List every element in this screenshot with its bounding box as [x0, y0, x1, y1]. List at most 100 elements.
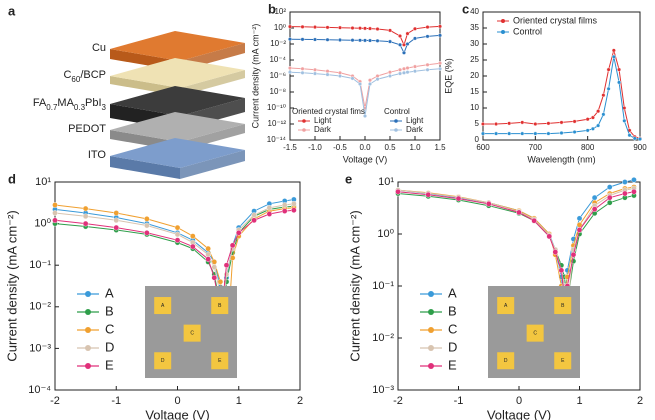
y-tick-label: 10⁻¹⁰: [267, 103, 286, 112]
data-point: [174, 237, 181, 243]
data-point: [288, 65, 293, 70]
y-tick-label: 10⁻¹⁴: [267, 135, 287, 144]
y-axis-label: EQE (%): [443, 58, 453, 94]
legend-label: Oriented crystal films: [513, 15, 598, 25]
y-tick-label: 5: [475, 119, 480, 128]
legend-marker: [85, 345, 91, 351]
legend-marker: [428, 309, 434, 315]
data-point: [576, 215, 583, 222]
y-tick-label: 10⁻²: [372, 332, 394, 344]
inset-label: A: [161, 303, 165, 309]
legend-marker: [501, 19, 505, 23]
y-tick-label: 20: [470, 71, 479, 80]
data-point: [300, 66, 305, 71]
data-point: [494, 131, 499, 136]
data-point: [402, 70, 407, 75]
data-point: [627, 133, 632, 138]
data-point: [405, 31, 410, 36]
layer: [110, 138, 245, 168]
inset-label: B: [218, 303, 222, 309]
layer-label-part: FA: [33, 97, 47, 109]
inset-label: D: [504, 358, 508, 364]
x-axis-label: Voltage (V): [145, 407, 209, 420]
y-tick-label: 0: [475, 135, 480, 144]
layer-label-part: MA: [57, 97, 74, 109]
data-point: [438, 66, 443, 71]
y-tick-label: 10⁻⁴: [28, 384, 51, 396]
data-point: [205, 256, 211, 262]
series-line: [397, 191, 635, 298]
data-point: [405, 65, 410, 70]
inset-label: A: [504, 303, 508, 309]
y-tick-label: 10: [470, 103, 479, 112]
x-tick-label: 0: [174, 395, 180, 407]
data-point: [350, 38, 355, 43]
data-point: [190, 233, 196, 239]
data-point: [363, 26, 368, 31]
data-point: [606, 67, 611, 72]
data-point: [552, 249, 559, 255]
data-point: [375, 77, 380, 82]
y-tick-label: 10⁰: [274, 23, 286, 32]
data-point: [531, 217, 537, 224]
data-point: [585, 128, 590, 133]
layer-label-part: 0.7: [46, 103, 58, 112]
legend-marker: [85, 327, 91, 333]
data-point: [325, 37, 330, 42]
data-point: [338, 37, 343, 42]
data-point: [507, 121, 512, 126]
data-point: [516, 209, 522, 216]
layer-label-part: ITO: [88, 149, 107, 161]
legend-label: A: [105, 285, 114, 300]
layer-side: [110, 156, 180, 179]
data-point: [174, 231, 181, 238]
data-point: [546, 131, 551, 136]
legend-marker: [85, 291, 91, 297]
data-point: [338, 73, 343, 78]
data-point: [395, 188, 401, 195]
data-point: [638, 137, 643, 142]
y-tick-label: 10¹: [378, 176, 394, 188]
data-point: [425, 191, 432, 198]
data-point: [405, 42, 410, 47]
x-tick-label: -1.5: [283, 143, 297, 152]
data-point: [398, 71, 403, 76]
legend-title: Oriented crystal fims: [292, 107, 365, 116]
data-point: [223, 262, 230, 269]
data-point: [82, 213, 89, 220]
legend-label: D: [105, 339, 114, 354]
x-tick-label: -2: [50, 395, 60, 407]
data-point: [533, 121, 538, 126]
legend-label: B: [105, 303, 114, 318]
layer-label-part: 0.3: [74, 103, 86, 112]
y-tick-label: 40: [470, 7, 479, 16]
data-point: [591, 194, 598, 201]
data-point: [611, 54, 616, 59]
legend-marker: [428, 363, 434, 369]
series-line: [289, 34, 441, 55]
data-point: [632, 136, 637, 141]
y-tick-label: 10²: [274, 7, 286, 16]
data-point: [558, 267, 565, 274]
data-point: [622, 118, 627, 123]
data-point: [291, 200, 297, 207]
data-point: [438, 61, 443, 66]
data-point: [617, 67, 622, 72]
y-tick-label: 10⁻³: [29, 342, 51, 354]
legend-marker: [302, 128, 306, 132]
data-point: [313, 25, 318, 30]
layer-label: FA0.7MA0.3PbI3: [33, 97, 107, 112]
data-point: [425, 25, 430, 30]
data-point: [631, 177, 637, 183]
data-point: [291, 207, 297, 213]
data-point: [572, 129, 577, 134]
data-point: [363, 113, 368, 118]
legend-marker: [302, 119, 306, 123]
panel-label: e: [345, 171, 352, 186]
legend-title: Control: [384, 107, 410, 116]
data-point: [288, 70, 293, 75]
data-point: [190, 243, 196, 250]
data-point: [266, 204, 273, 211]
data-point: [425, 62, 430, 67]
y-axis-label: Current density (mA cm⁻²): [347, 210, 362, 361]
